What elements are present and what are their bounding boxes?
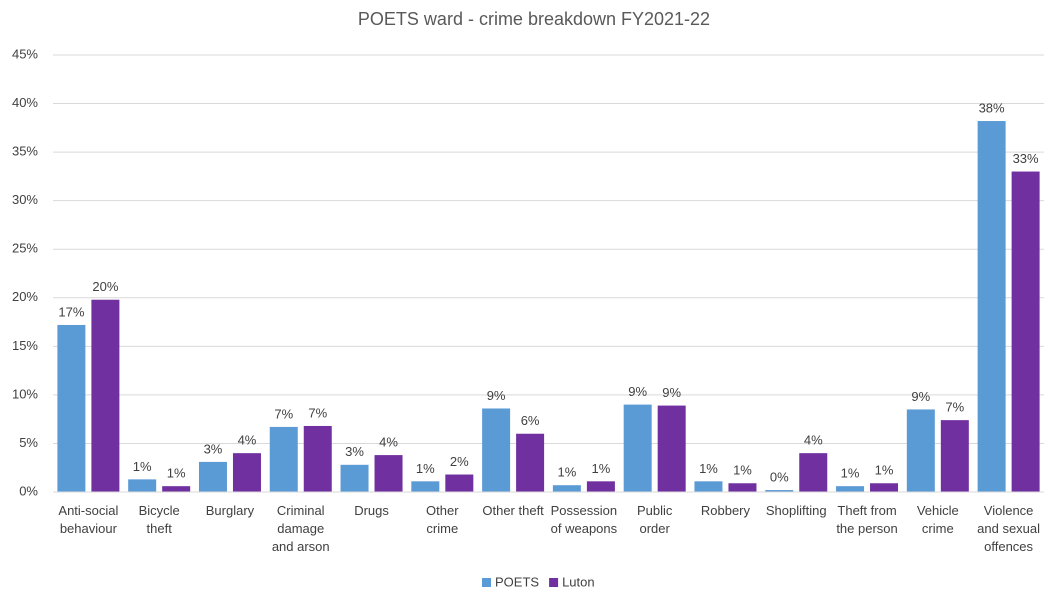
x-tick-label: Other theft [482,503,544,518]
x-tick-label: Robbery [700,503,751,518]
bar [586,481,615,492]
bar [57,324,86,492]
legend-swatch [549,578,559,587]
bar [906,409,935,492]
bar [694,481,723,492]
bar [765,490,794,492]
x-tick-label: Theft from the person [836,503,898,536]
legend-swatch [482,578,491,587]
bar [977,121,1006,492]
bar [657,405,686,492]
bar [303,425,332,492]
x-tick-label: Bicycle theft [138,503,180,536]
bar [552,485,581,492]
y-tick-label: 40% [12,95,38,110]
bar [232,453,261,492]
data-label: 4% [238,433,257,448]
data-label: 4% [804,433,823,448]
x-tick-label: Other crime [426,503,459,536]
legend-label: POETS [495,574,539,589]
data-label: 1% [167,466,186,481]
x-tick-label: Anti-social behaviour [58,503,119,536]
data-label: 4% [379,435,398,450]
x-tick-label: Burglary [205,503,255,518]
data-label: 3% [345,444,364,459]
bar [940,420,969,492]
data-label: 20% [92,279,118,294]
y-tick-label: 35% [12,144,38,159]
bar [128,479,157,492]
y-tick-label: 20% [12,289,38,304]
x-tick-label: Public order [636,503,673,536]
x-tick-label: Criminal damage and arson [271,503,330,554]
data-label: 7% [308,405,327,420]
data-label: 6% [521,413,540,428]
bar [91,299,120,492]
data-label: 0% [770,469,789,484]
y-tick-label: 30% [12,192,38,207]
x-tick-label: Possession of weapons [550,503,618,536]
bar [445,474,474,492]
bar [623,404,652,492]
bar [340,464,369,492]
data-label: 1% [557,465,576,480]
bar [516,433,545,492]
bar [836,486,865,492]
bar [728,483,757,492]
data-label: 38% [979,100,1005,115]
bar [799,453,828,492]
bar [162,486,191,492]
x-tick-label: Vehicle crime [916,503,959,536]
bar [269,426,298,492]
y-tick-label: 0% [19,483,38,498]
data-label: 9% [487,388,506,403]
x-tick-label: Violence and sexual offences [977,503,1041,554]
data-label: 9% [662,385,681,400]
bar [411,481,440,492]
legend-label: Luton [562,574,595,589]
x-tick-label: Drugs [354,503,389,518]
data-label: 1% [591,461,610,476]
chart-title: POETS ward - crime breakdown FY2021-22 [358,9,710,29]
data-label: 7% [274,406,293,421]
data-label: 2% [450,454,469,469]
y-tick-label: 25% [12,241,38,256]
y-tick-label: 45% [12,46,38,61]
data-label: 1% [733,463,752,478]
y-tick-label: 5% [19,435,38,450]
data-label: 1% [133,459,152,474]
data-label: 1% [699,461,718,476]
x-tick-label: Shoplifting [765,503,827,518]
y-tick-label: 15% [12,338,38,353]
data-label: 1% [416,461,435,476]
data-label: 17% [58,304,84,319]
bar [1011,171,1040,493]
bar [870,483,899,492]
bar [482,408,511,492]
data-label: 9% [628,384,647,399]
data-label: 9% [911,389,930,404]
data-label: 33% [1013,151,1039,166]
y-tick-label: 10% [12,386,38,401]
data-label: 7% [945,400,964,415]
data-label: 3% [204,441,223,456]
data-label: 1% [841,466,860,481]
data-label: 1% [875,463,894,478]
bar [374,455,403,492]
bar [198,461,227,492]
